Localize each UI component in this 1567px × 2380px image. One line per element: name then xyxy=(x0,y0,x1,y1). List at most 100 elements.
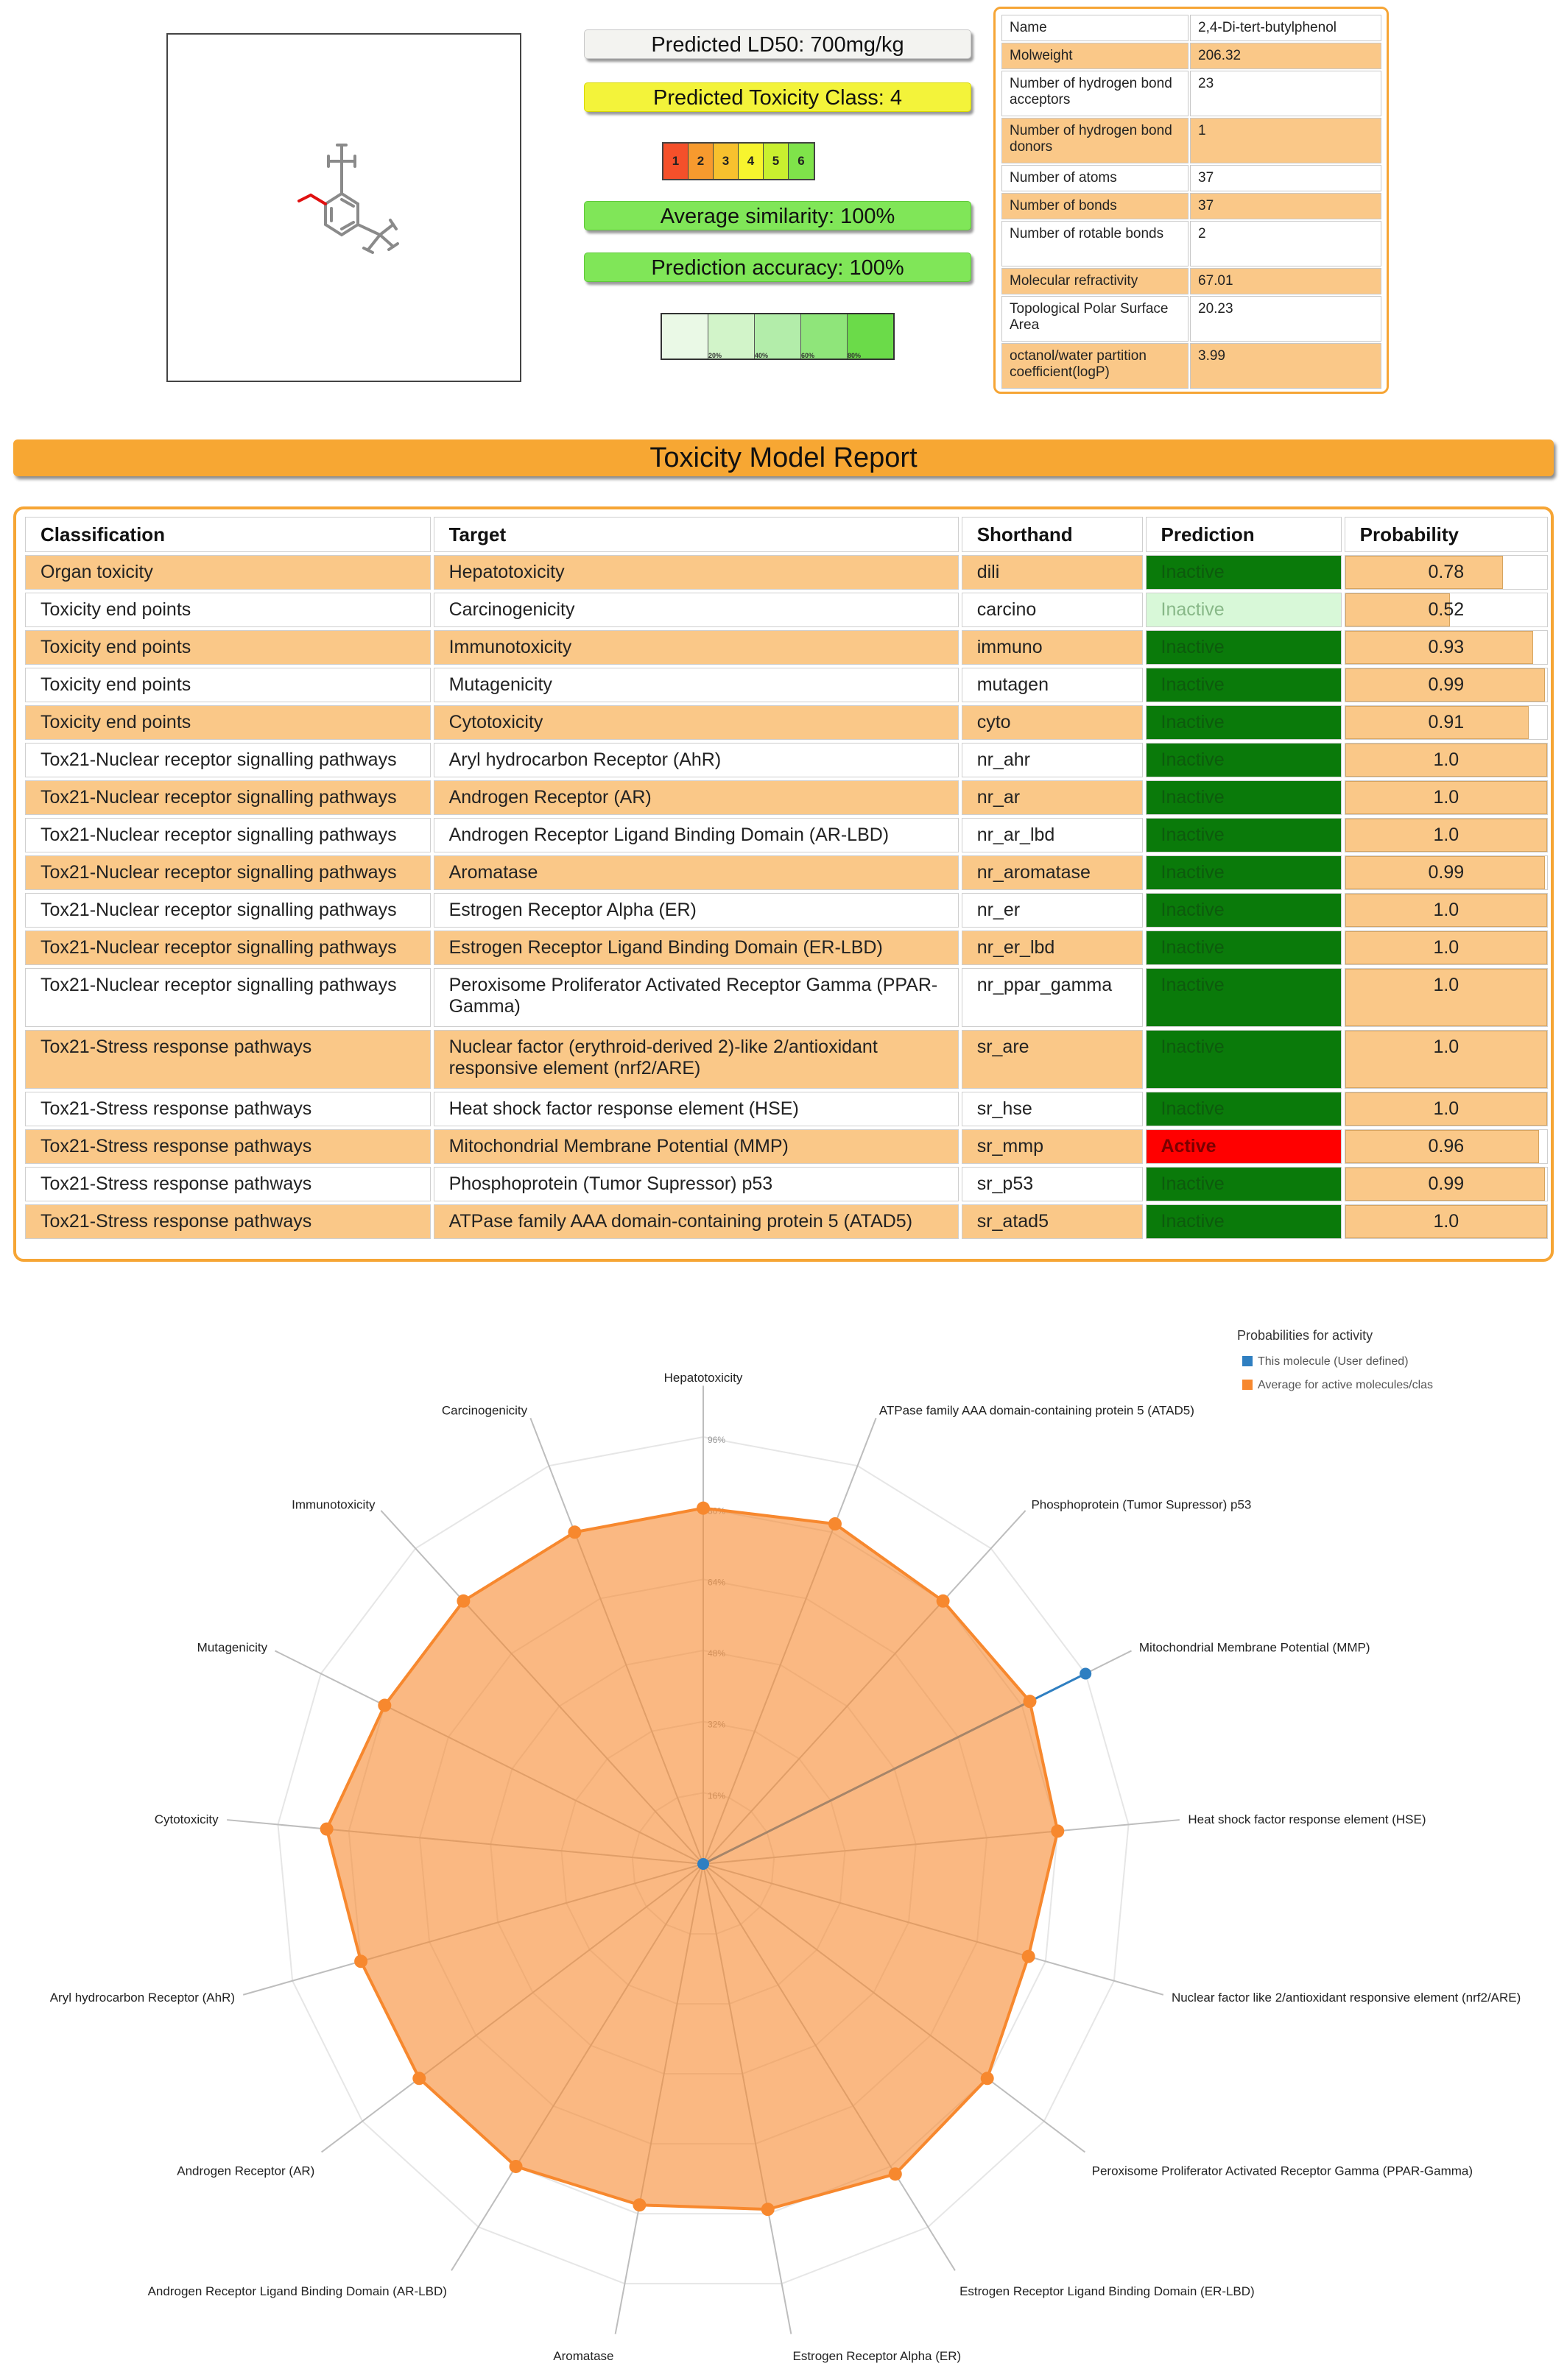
shorthand-cell: sr_p53 xyxy=(961,1167,1143,1201)
property-row: Number of hydrogen bond acceptors 23 xyxy=(1001,71,1381,116)
average-series-point[interactable] xyxy=(320,1822,334,1836)
average-series-point[interactable] xyxy=(457,1594,471,1608)
probability-cell: 0.52 xyxy=(1344,593,1548,627)
prediction-cell: Inactive xyxy=(1145,593,1342,627)
radar-legend[interactable]: Probabilities for activity This molecule… xyxy=(1237,1328,1433,1391)
property-value: 3.99 xyxy=(1190,343,1381,389)
average-series-point[interactable] xyxy=(412,2072,426,2086)
probability-bar xyxy=(1345,706,1529,739)
probability-cell: 0.96 xyxy=(1344,1129,1548,1164)
report-row: Tox21-Nuclear receptor signalling pathwa… xyxy=(25,855,1548,890)
probability-bar xyxy=(1345,1092,1547,1126)
legend-item-average[interactable]: Average for active molecules/clas xyxy=(1258,1379,1433,1391)
probability-value: 0.93 xyxy=(1428,637,1465,657)
prediction-cell: Inactive xyxy=(1145,1092,1342,1126)
prediction-cell: Inactive xyxy=(1145,555,1342,590)
class-2-cell: 2 xyxy=(689,144,714,179)
property-value: 2,4-Di-tert-butylphenol xyxy=(1190,15,1381,41)
similarity-segment: 60% xyxy=(801,314,848,359)
classification-cell: Tox21-Stress response pathways xyxy=(25,1129,431,1164)
class-4-cell: 4 xyxy=(739,144,764,179)
radar-category-label: Estrogen Receptor Ligand Binding Domain … xyxy=(959,2284,1255,2298)
average-series-point[interactable] xyxy=(1051,1824,1065,1838)
shorthand-cell: nr_er_lbd xyxy=(961,931,1143,965)
shorthand-cell: mutagen xyxy=(961,668,1143,702)
predicted-toxicity-class-label: Predicted Toxicity Class: 4 xyxy=(584,82,971,112)
toxicity-report-panel: Classification Target Shorthand Predicti… xyxy=(13,506,1554,1262)
report-row: Tox21-Stress response pathways Mitochondr… xyxy=(25,1129,1548,1164)
average-series-point[interactable] xyxy=(568,1525,582,1539)
average-series-point[interactable] xyxy=(509,2159,523,2173)
average-series-point[interactable] xyxy=(633,2198,647,2212)
average-series-point[interactable] xyxy=(828,1517,842,1531)
molecule-series-point[interactable] xyxy=(1080,1667,1092,1680)
similarity-segment: 40% xyxy=(755,314,801,359)
radar-category-label: Heat shock factor response element (HSE) xyxy=(1188,1812,1426,1826)
probability-value: 0.99 xyxy=(1428,862,1465,883)
radar-category-label: Hepatotoxicity xyxy=(664,1371,743,1385)
property-key: Number of atoms xyxy=(1001,165,1189,191)
probability-value: 1.0 xyxy=(1433,824,1459,845)
radar-category-label: Immunotoxicity xyxy=(292,1497,376,1511)
report-row: Tox21-Stress response pathways Phosphopro… xyxy=(25,1167,1548,1201)
probability-cell: 1.0 xyxy=(1344,818,1548,852)
probability-cell: 0.99 xyxy=(1344,1167,1548,1201)
property-key: octanol/water partition coefficient(logP… xyxy=(1001,343,1189,389)
report-row: Tox21-Nuclear receptor signalling pathwa… xyxy=(25,968,1548,1027)
prediction-cell: Inactive xyxy=(1145,818,1342,852)
average-series-point[interactable] xyxy=(1021,1949,1035,1963)
molecular-properties-table: Name 2,4-Di-tert-butylphenol Molweight 206.… xyxy=(1000,13,1383,390)
prediction-accuracy-label: Prediction accuracy: 100% xyxy=(584,253,971,282)
average-series-point[interactable] xyxy=(936,1594,950,1608)
probability-bar xyxy=(1345,593,1451,626)
average-series-point[interactable] xyxy=(354,1955,368,1968)
target-cell: Hepatotoxicity xyxy=(433,555,959,590)
probability-value: 1.0 xyxy=(1433,900,1459,920)
legend-item-this-molecule[interactable]: This molecule (User defined) xyxy=(1258,1355,1409,1368)
classification-cell: Tox21-Stress response pathways xyxy=(25,1030,431,1089)
prediction-cell: Inactive xyxy=(1145,780,1342,815)
probability-cell: 0.99 xyxy=(1344,855,1548,890)
target-cell: Estrogen Receptor Ligand Binding Domain … xyxy=(433,931,959,965)
average-series-point[interactable] xyxy=(1023,1695,1037,1709)
average-series-area xyxy=(325,1506,1060,2211)
column-header-probability: Probability xyxy=(1344,517,1548,552)
shorthand-cell: carcino xyxy=(961,593,1143,627)
prediction-cell: Active xyxy=(1145,1129,1342,1164)
toxicity-model-report-title: Toxicity Model Report xyxy=(13,439,1554,476)
target-cell: Estrogen Receptor Alpha (ER) xyxy=(433,893,959,928)
average-series-point[interactable] xyxy=(980,2072,994,2086)
report-row: Tox21-Nuclear receptor signalling pathwa… xyxy=(25,743,1548,777)
average-series-point[interactable] xyxy=(378,1698,392,1712)
class-6-cell: 6 xyxy=(789,144,814,179)
report-row: Tox21-Stress response pathways Nuclear fa… xyxy=(25,1030,1548,1089)
probability-bar xyxy=(1345,1130,1540,1163)
probability-value: 0.99 xyxy=(1428,1173,1465,1194)
classification-cell: Tox21-Nuclear receptor signalling pathwa… xyxy=(25,893,431,928)
molecule-series-point[interactable] xyxy=(697,1858,709,1870)
classification-cell: Tox21-Stress response pathways xyxy=(25,1204,431,1239)
similarity-tick: 40% xyxy=(755,352,769,359)
probability-bar xyxy=(1345,894,1547,927)
property-value: 1 xyxy=(1190,118,1381,163)
property-key: Number of rotable bonds xyxy=(1001,221,1189,266)
property-key: Number of bonds xyxy=(1001,193,1189,219)
target-cell: Phosphoprotein (Tumor Supressor) p53 xyxy=(433,1167,959,1201)
average-series-point[interactable] xyxy=(888,2167,902,2181)
probability-cell: 1.0 xyxy=(1344,1204,1548,1239)
probability-value: 1.0 xyxy=(1433,975,1459,995)
probability-value: 0.52 xyxy=(1428,599,1465,620)
property-row: Molweight 206.32 xyxy=(1001,43,1381,69)
property-key: Molecular refractivity xyxy=(1001,268,1189,294)
property-key: Topological Polar Surface Area xyxy=(1001,296,1189,342)
probability-bar xyxy=(1345,744,1547,777)
average-series-point[interactable] xyxy=(761,2203,775,2217)
target-cell: Aromatase xyxy=(433,855,959,890)
property-value: 2 xyxy=(1190,221,1381,266)
prediction-cell: Inactive xyxy=(1145,1204,1342,1239)
shorthand-cell: nr_ppar_gamma xyxy=(961,968,1143,1027)
radar-category-label: Estrogen Receptor Alpha (ER) xyxy=(792,2349,961,2363)
average-series-point[interactable] xyxy=(697,1501,710,1515)
probability-bar xyxy=(1345,1205,1547,1238)
shorthand-cell: nr_ar_lbd xyxy=(961,818,1143,852)
